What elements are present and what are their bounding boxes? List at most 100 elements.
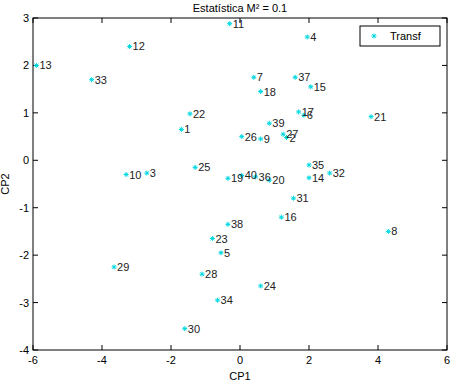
x-tick-label: -6	[28, 354, 38, 366]
point-label: 13	[39, 59, 51, 71]
marker-stroke	[252, 76, 256, 80]
marker-stroke	[180, 128, 184, 131]
y-tick-label: -3	[19, 297, 29, 309]
marker-stroke	[180, 128, 184, 131]
marker-stroke	[226, 177, 230, 181]
legend-marker	[372, 34, 377, 39]
point-label: 10	[129, 169, 141, 181]
marker-stroke	[200, 272, 204, 276]
x-tick-label: 2	[306, 354, 312, 366]
point-label: 5	[224, 247, 230, 259]
point-label: 37	[298, 71, 310, 83]
point	[239, 134, 244, 139]
marker-stroke	[228, 22, 232, 26]
marker-stroke	[293, 76, 297, 80]
point-label: 9	[264, 133, 270, 145]
marker-stroke	[183, 327, 187, 331]
x-tick-label: -2	[166, 354, 176, 366]
marker-stroke	[128, 45, 132, 49]
point	[34, 63, 39, 68]
y-tick-label: 0	[23, 154, 29, 166]
marker-stroke	[259, 90, 263, 94]
x-label: CP1	[229, 370, 250, 382]
marker-stroke	[219, 251, 223, 255]
marker-stroke	[280, 215, 284, 219]
marker-stroke	[193, 166, 197, 170]
point	[258, 89, 263, 94]
point-label: 40	[245, 169, 257, 181]
legend: Transf	[360, 26, 440, 46]
point-label: 39	[272, 117, 284, 129]
point	[225, 222, 230, 227]
marker-stroke	[226, 177, 230, 181]
point-label: 3	[150, 167, 156, 179]
marker-stroke	[281, 132, 285, 136]
marker-stroke	[372, 34, 376, 38]
point-label: 33	[95, 74, 107, 86]
title: Estatística M² = 0.1	[193, 2, 287, 14]
marker-stroke	[268, 122, 272, 126]
y-tick	[33, 112, 38, 113]
marker-stroke	[219, 251, 223, 255]
point	[112, 265, 117, 270]
legend-box	[360, 26, 440, 46]
y-tick-label: -2	[19, 249, 29, 261]
x-tick	[102, 18, 103, 23]
x-tick-label: 6	[444, 354, 450, 366]
point-label: 15	[314, 81, 326, 93]
marker-stroke	[145, 171, 149, 175]
marker-stroke	[292, 196, 296, 200]
point-label: 11	[233, 18, 244, 30]
x-tick	[378, 18, 379, 23]
x-tick	[447, 18, 448, 23]
x-tick	[447, 345, 448, 350]
point	[144, 171, 149, 176]
x-tick	[33, 18, 34, 23]
marker-stroke	[306, 35, 310, 39]
marker-stroke	[297, 110, 301, 114]
point	[127, 44, 132, 49]
point-label: 29	[117, 261, 129, 273]
point	[251, 75, 256, 80]
marker-stroke	[90, 78, 94, 82]
x-tick	[309, 18, 310, 23]
point-label: 18	[264, 86, 276, 98]
point-label: 7	[257, 71, 263, 83]
marker-stroke	[193, 166, 197, 170]
marker-stroke	[328, 171, 332, 175]
point	[305, 34, 310, 39]
marker-stroke	[369, 115, 373, 119]
x-tick	[102, 345, 103, 350]
y-tick	[33, 350, 38, 351]
point	[296, 109, 301, 114]
marker-stroke	[307, 176, 311, 180]
marker-stroke	[372, 34, 376, 38]
x-tick-label: -4	[97, 354, 107, 366]
point	[225, 176, 230, 181]
x-tick	[33, 345, 34, 350]
point-label: 38	[231, 218, 243, 230]
point-label: 30	[188, 323, 200, 335]
marker-stroke	[307, 163, 311, 167]
marker-stroke	[306, 35, 310, 39]
point-label: 32	[333, 167, 345, 179]
point	[327, 171, 332, 176]
point-label: 20	[272, 174, 284, 186]
y-tick	[442, 302, 447, 303]
y-tick-label: 3	[23, 12, 29, 24]
point-label: 23	[215, 233, 227, 245]
marker-stroke	[268, 122, 272, 126]
point	[307, 175, 312, 180]
point-labels: 1234567891011121314151617181920212223242…	[39, 18, 397, 335]
point-label: 19	[231, 172, 243, 184]
y-tick	[33, 302, 38, 303]
y-tick	[33, 207, 38, 208]
legend-label: Transf	[390, 30, 422, 42]
marker-stroke	[188, 112, 192, 116]
x-tick-label: 4	[375, 354, 381, 366]
point	[279, 215, 284, 220]
y-tick	[442, 207, 447, 208]
y-tick	[442, 255, 447, 256]
point-label: 4	[310, 31, 316, 43]
marker-stroke	[90, 78, 94, 82]
